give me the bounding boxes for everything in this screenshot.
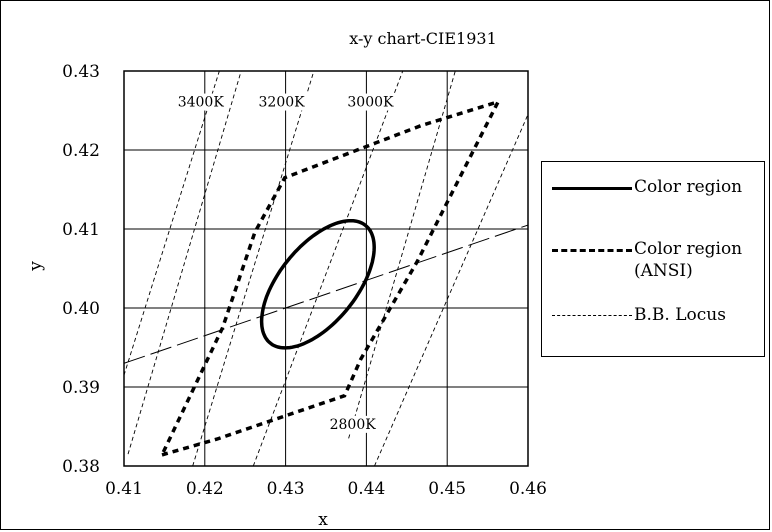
cct-label-3000k: 3000K <box>347 95 394 111</box>
cct-label-bg <box>173 93 228 111</box>
y-tick-labels: 0.43 0.42 0.41 0.40 0.39 0.38 <box>62 62 100 477</box>
cct-label-bg <box>343 93 398 111</box>
x-tick-label: 0.46 <box>509 479 547 499</box>
cct-label-2800k: 2800K <box>330 417 377 433</box>
isotherm-line <box>374 114 528 466</box>
legend-swatch-dotted <box>552 249 632 252</box>
legend-label-color-region: Color region <box>634 177 743 197</box>
x-tick-label: 0.45 <box>428 479 466 499</box>
legend-swatch-solid <box>552 187 632 190</box>
y-axis-label: y <box>26 261 46 272</box>
cct-label-bg <box>325 415 380 433</box>
plot-border <box>123 70 529 467</box>
cct-label-bg <box>254 93 309 111</box>
y-tick-label: 0.38 <box>62 457 100 477</box>
isotherm-line <box>127 71 242 455</box>
x-tick-label: 0.43 <box>267 479 305 499</box>
series-layer <box>124 98 528 457</box>
legend-label-color-region-ansi-line1: Color region <box>634 239 743 259</box>
isotherm-line <box>348 71 456 439</box>
x-tick-label: 0.44 <box>347 479 385 499</box>
x-tick-labels: 0.41 0.42 0.43 0.44 0.45 0.46 <box>105 479 547 499</box>
y-tick-label: 0.40 <box>62 299 100 319</box>
y-tick-label: 0.42 <box>62 141 100 161</box>
cct-labels: 3400K 3200K 3000K 2800K <box>173 93 398 433</box>
series-bb-locus <box>124 224 528 364</box>
legend-label-bb-locus: B.B. Locus <box>634 305 726 325</box>
y-tick-label: 0.41 <box>62 220 100 240</box>
series-color-region <box>259 218 376 350</box>
legend: Color region Color region (ANSI) B.B. Lo… <box>541 161 765 357</box>
chart-title: x-y chart-CIE1931 <box>349 29 497 48</box>
y-tick-label: 0.43 <box>62 62 100 82</box>
plot-area <box>124 71 528 466</box>
cct-label-3400k: 3400K <box>178 95 225 111</box>
legend-swatch-dashed <box>552 315 632 316</box>
cct-label-3200k: 3200K <box>259 95 306 111</box>
x-axis-label: x <box>318 510 328 530</box>
series-color-region-ansi <box>160 98 502 457</box>
isotherm-line <box>192 71 315 466</box>
isotherm-lines <box>124 71 528 466</box>
x-tick-label: 0.41 <box>105 479 143 499</box>
legend-label-color-region-ansi-line2: (ANSI) <box>634 261 693 281</box>
x-tick-label: 0.42 <box>186 479 224 499</box>
isotherm-line <box>252 71 404 466</box>
y-tick-label: 0.39 <box>62 378 100 398</box>
